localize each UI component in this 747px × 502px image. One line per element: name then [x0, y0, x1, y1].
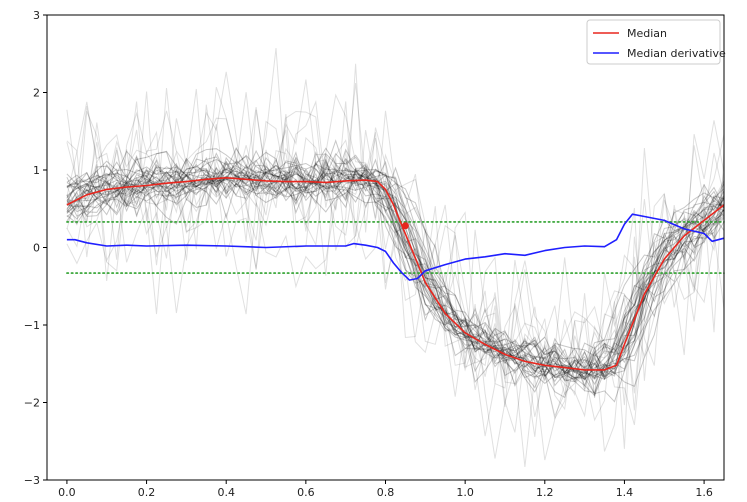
individual-curve — [66, 159, 725, 377]
individual-curve — [66, 164, 725, 382]
individual-curve — [66, 146, 725, 371]
x-tick-label: 0.4 — [217, 486, 235, 499]
y-tick-label: −3 — [24, 474, 40, 487]
median-line — [66, 177, 725, 371]
x-tick-label: 0.8 — [377, 486, 395, 499]
individual-curve — [66, 160, 725, 387]
individual-curve — [66, 154, 725, 380]
individual-curve — [66, 164, 725, 467]
individual-curve — [66, 87, 725, 420]
individual-curve — [66, 164, 725, 387]
x-tick-label: 1.2 — [536, 486, 554, 499]
individual-curve — [66, 156, 725, 381]
x-tick-label: 1.0 — [456, 486, 474, 499]
individual-curve — [66, 79, 725, 437]
individual-curve — [66, 104, 725, 411]
y-axis: −3 −2 −1 0 1 2 3 — [24, 9, 47, 487]
y-tick-label: 0 — [33, 242, 40, 255]
individual-curve — [66, 156, 725, 380]
median-marker-point — [401, 222, 409, 230]
individual-curve — [66, 86, 725, 437]
series-lines — [66, 177, 725, 371]
x-tick-label: 0.0 — [58, 486, 76, 499]
individual-curve — [66, 63, 725, 408]
median-derivative-line — [66, 213, 725, 281]
x-tick-label: 1.6 — [695, 486, 713, 499]
individual-curve — [66, 152, 725, 378]
individual-curve — [66, 139, 725, 370]
individual-curve — [66, 163, 725, 378]
x-axis: 0.0 0.2 0.4 0.6 0.8 1.0 1.2 1.4 1.6 — [58, 480, 713, 499]
individual-curve — [66, 168, 725, 397]
individual-curve — [66, 151, 725, 383]
y-tick-label: 1 — [33, 164, 40, 177]
legend-label: Median — [627, 27, 667, 40]
individual-curve — [66, 158, 725, 387]
individual-curve — [66, 157, 725, 379]
y-tick-label: −2 — [24, 397, 40, 410]
individual-curve — [66, 152, 725, 383]
individual-curve — [66, 129, 725, 433]
threshold-lines — [66, 221, 725, 274]
x-tick-label: 1.4 — [616, 486, 634, 499]
plot-area — [66, 47, 725, 467]
legend-label: Median derivative — [627, 47, 726, 60]
individual-curve — [66, 136, 725, 449]
individual-curve — [66, 159, 725, 378]
y-tick-label: −1 — [24, 319, 40, 332]
individual-curve — [66, 161, 725, 394]
individual-curve — [66, 156, 725, 385]
y-tick-label: 3 — [33, 9, 40, 22]
legend: Median Median derivative — [586, 19, 726, 65]
individual-curve — [66, 176, 725, 383]
legend-box — [586, 19, 721, 65]
individual-curve — [66, 99, 725, 426]
x-tick-label: 0.2 — [138, 486, 156, 499]
individual-curve — [66, 157, 725, 389]
x-tick-label: 0.6 — [297, 486, 315, 499]
individual-curve — [66, 47, 725, 398]
individual-curve — [66, 170, 725, 380]
individual-curve — [66, 160, 725, 381]
individual-curve — [66, 176, 725, 397]
y-tick-label: 2 — [33, 87, 40, 100]
